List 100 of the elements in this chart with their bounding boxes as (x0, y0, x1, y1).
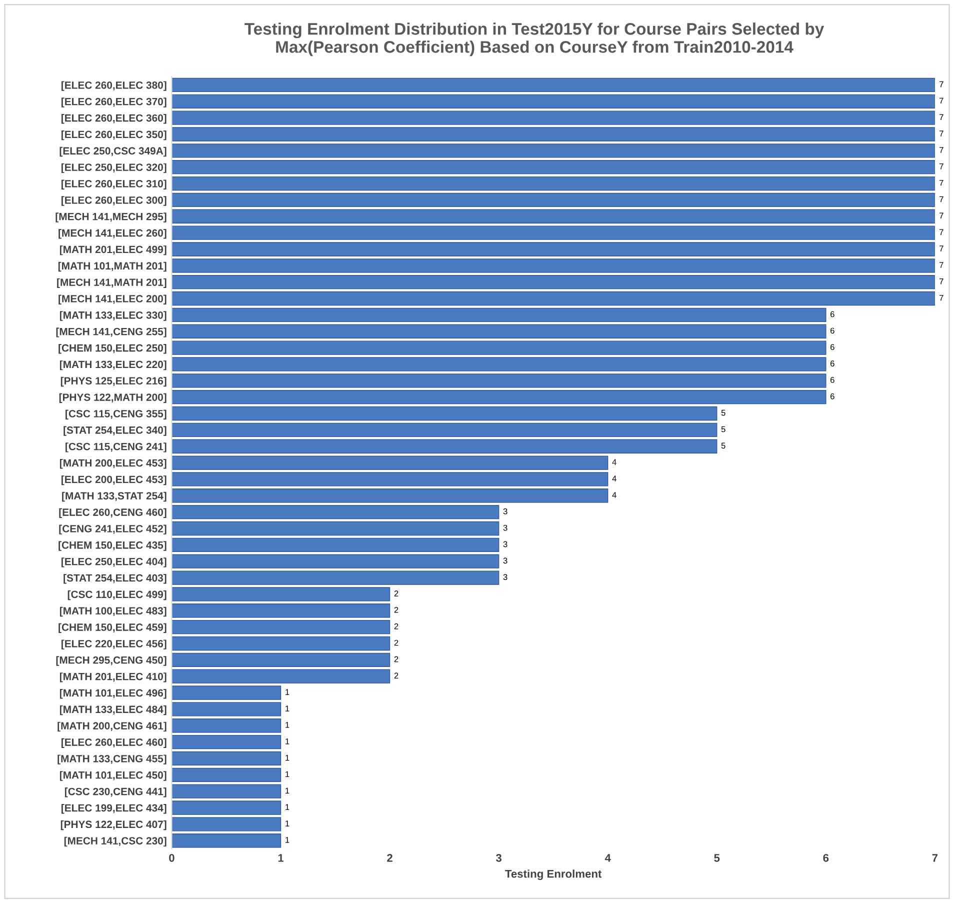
data-label: 3 (503, 508, 508, 514)
bar (172, 209, 935, 224)
y-tick-label: [MECH 295,CENG 450] (56, 656, 166, 666)
data-label: 7 (940, 164, 944, 170)
bar (172, 242, 935, 256)
y-tick-label: [ELEC 260,ELEC 350] (62, 130, 166, 140)
data-label: 7 (940, 130, 944, 136)
bar (172, 160, 935, 174)
y-tick-label: [MECH 141,CSC 230] (64, 836, 166, 847)
y-tick-label: [CSC 115,CENG 241] (66, 442, 166, 452)
y-tick-label: [MATH 200,CENG 461] (58, 722, 166, 732)
data-label: 4 (612, 459, 616, 465)
bar (172, 94, 935, 108)
x-axis-title: Testing Enrolment (505, 870, 602, 880)
y-tick-label: [STAT 254,ELEC 403] (64, 574, 166, 584)
data-label: 2 (394, 640, 398, 646)
bar (172, 226, 935, 240)
data-label: 1 (286, 820, 290, 826)
bar (172, 702, 282, 716)
y-tick-label: [MATH 133,CENG 455] (58, 754, 166, 764)
bar (172, 587, 390, 602)
bar (172, 504, 500, 520)
bar (172, 340, 826, 355)
y-tick-label: [MATH 200,ELEC 453] (60, 459, 166, 469)
data-label: 5 (721, 426, 726, 432)
data-label: 3 (503, 524, 508, 531)
data-label: 3 (503, 558, 508, 564)
data-label: 1 (286, 837, 290, 843)
bar (172, 422, 718, 438)
y-tick-label: [ELEC 250,ELEC 320] (62, 163, 166, 174)
y-tick-label: [ELEC 260,ELEC 360] (62, 114, 166, 124)
y-tick-label: [PHYS 125,ELEC 216] (60, 376, 166, 387)
data-label: 1 (286, 788, 290, 794)
x-tick-label: 6 (823, 854, 829, 862)
bar (172, 488, 608, 503)
data-label: 7 (940, 278, 944, 284)
bar (172, 406, 718, 421)
data-label: 6 (830, 360, 834, 366)
x-tick-label: 7 (932, 854, 938, 862)
y-tick-label: [MATH 201,ELEC 410] (60, 672, 166, 682)
data-label: 3 (503, 541, 508, 548)
y-tick-label: [MECH 141,CENG 255] (56, 328, 166, 338)
data-label: 1 (286, 722, 290, 728)
y-tick-label: [ELEC 260,ELEC 460] (62, 738, 166, 748)
bar (172, 439, 718, 454)
bar (172, 817, 282, 832)
y-tick-label: [MATH 201,ELEC 499] (60, 245, 166, 256)
y-tick-label: [CHEM 150,ELEC 459] (58, 623, 166, 633)
data-label: 2 (394, 672, 398, 678)
y-tick-label: [CSC 110,ELEC 499] (68, 590, 166, 600)
bar (172, 144, 935, 158)
bar (172, 357, 826, 372)
y-tick-label: [ELEC 260,ELEC 310] (62, 180, 166, 190)
y-tick-label: [MECH 141,MATH 201] (57, 278, 166, 288)
bar (172, 127, 935, 142)
bar (172, 718, 282, 733)
x-tick-label: 1 (278, 854, 284, 862)
bar (172, 768, 282, 782)
y-tick-label: [CSC 115,CENG 355] (66, 410, 166, 420)
data-label: 1 (286, 706, 290, 712)
bar (172, 308, 826, 322)
data-label: 1 (286, 754, 290, 761)
y-tick-label: [MATH 133,ELEC 220] (60, 360, 166, 370)
data-label: 2 (394, 590, 398, 596)
bar (172, 291, 935, 306)
data-label: 7 (940, 294, 944, 301)
data-label: 7 (940, 114, 944, 120)
data-label: 1 (286, 689, 290, 695)
bar (172, 800, 282, 815)
bar (172, 275, 935, 290)
bar (172, 784, 282, 798)
y-tick-label: [ELEC 260,ELEC 370] (62, 98, 166, 108)
y-tick-label: [MECH 141,ELEC 260] (58, 229, 166, 239)
data-label: 3 (503, 574, 508, 580)
bar (172, 324, 826, 338)
y-tick-label: [MATH 101,ELEC 450] (60, 771, 166, 781)
bar (172, 78, 935, 92)
data-label: 7 (940, 196, 944, 202)
x-tick-label: 3 (496, 854, 502, 862)
bar (172, 686, 282, 700)
y-tick-label: [ELEC 200,ELEC 453] (62, 475, 166, 486)
data-label: 6 (830, 344, 834, 350)
data-label: 1 (286, 738, 290, 744)
data-label: 1 (286, 804, 290, 810)
x-tick-label: 4 (604, 854, 611, 862)
data-label: 7 (940, 246, 944, 252)
data-label: 7 (940, 98, 944, 104)
y-tick-label: [CENG 241,ELEC 452] (59, 524, 166, 534)
data-label: 2 (394, 623, 398, 630)
bar (172, 734, 282, 750)
bar (172, 669, 390, 684)
data-label: 5 (721, 442, 726, 449)
bar (172, 192, 935, 208)
data-label: 7 (940, 180, 944, 186)
data-label: 7 (940, 147, 944, 153)
bar (172, 390, 826, 404)
bar (172, 834, 282, 848)
bar (172, 554, 500, 568)
y-tick-label: [ELEC 250,ELEC 404] (62, 558, 166, 568)
y-tick-label: [STAT 254,ELEC 340] (64, 426, 166, 436)
